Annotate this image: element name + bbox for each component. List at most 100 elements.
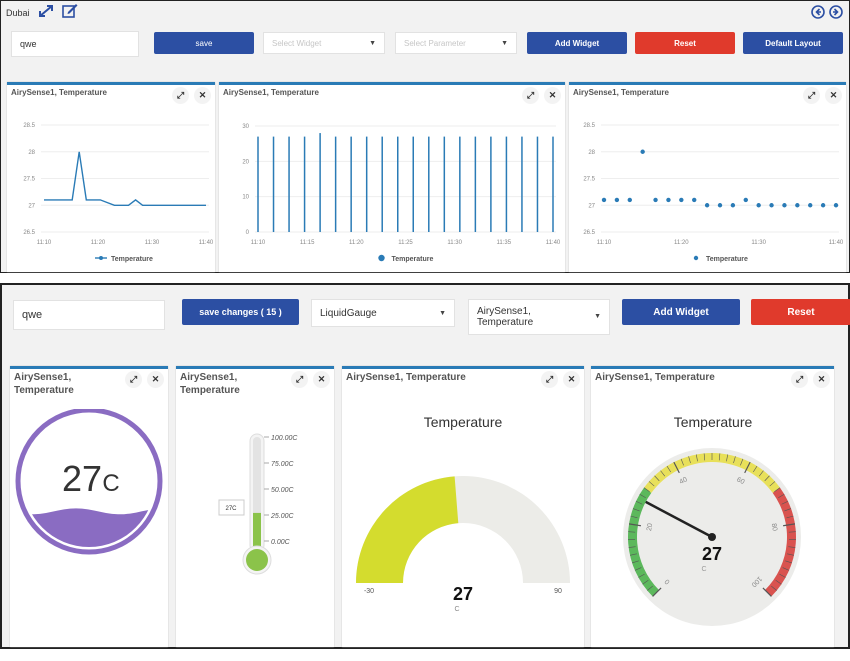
close-icon[interactable]: ✕ (563, 371, 580, 388)
y-tick-label: 28.5 (23, 123, 35, 129)
liquid-gauge-value: 27 (62, 458, 102, 499)
data-point (717, 203, 723, 208)
speedometer-tick (779, 573, 786, 578)
resize-icon[interactable]: ⤢ (172, 87, 189, 104)
parameter-select-value: AirySense1, Temperature (477, 305, 534, 329)
speedometer-tick (778, 493, 785, 499)
speedometer-tick (628, 523, 641, 527)
resize-icon[interactable]: ⤢ (291, 371, 308, 388)
data-point (820, 203, 826, 208)
caret-down-icon: ▼ (439, 309, 446, 317)
default-layout-button[interactable]: Default Layout (743, 32, 843, 54)
widget-title: AirySense1, Temperature (595, 372, 715, 383)
scatter-chart: 28.5 28 27.5 27 26.511:10 11:20 11:30 11:40 Temp… (583, 123, 844, 263)
close-icon[interactable]: ✕ (194, 87, 211, 104)
data-point (601, 197, 607, 203)
speedometer-tick (744, 461, 751, 474)
speedometer-tick (639, 493, 646, 499)
data-point (756, 203, 761, 208)
speedometer-value: 27 (702, 544, 722, 564)
resize-icon[interactable]: ⤢ (541, 371, 558, 388)
resize-icon[interactable]: ⤢ (803, 87, 820, 104)
speedometer-tick (635, 500, 643, 505)
thermometer-widget: AirySense1, Temperature ⤢ ✕ 100.00C 75.0… (176, 366, 334, 647)
speedometer-tick (642, 580, 649, 585)
thermometer-tick-label: 100.00C (271, 435, 298, 442)
x-tick-label: 11:10 (597, 240, 612, 246)
close-icon[interactable]: ✕ (813, 371, 830, 388)
resize-icon[interactable]: ⤢ (522, 87, 539, 104)
x-tick-label: 11:30 (447, 240, 462, 246)
parameter-select[interactable]: Select Parameter ▼ (395, 32, 517, 54)
data-point (808, 203, 813, 208)
dashboard-name-input[interactable]: qwe (11, 31, 139, 57)
y-tick-label: 30 (242, 124, 249, 130)
legend-marker-dot (99, 256, 103, 260)
speedometer-tick (786, 515, 794, 519)
y-tick-label: 28 (28, 150, 35, 156)
edit-icon[interactable] (61, 3, 78, 23)
close-icon[interactable]: ✕ (147, 371, 164, 388)
close-icon[interactable]: ✕ (313, 371, 330, 388)
y-tick-label: 28 (588, 150, 595, 156)
speedometer-band-green (628, 487, 659, 597)
close-icon[interactable]: ✕ (544, 87, 561, 104)
resize-icon[interactable]: ⤢ (791, 371, 808, 388)
liquid-gauge-unit: C (102, 470, 119, 497)
widget-controls: ⤢ ✕ (125, 371, 164, 388)
y-tick-label: 0 (246, 230, 250, 236)
speedometer-tick (762, 587, 772, 597)
y-tick-label: 27.5 (583, 177, 595, 183)
speedometer-tick (688, 456, 691, 464)
speedometer-tick (703, 453, 706, 461)
dashboard-top-panel: Dubai qwe save Select Widget ▼ Select Pa… (0, 0, 850, 273)
speedometer-needle (645, 500, 713, 539)
x-tick-label: 11:40 (199, 240, 214, 246)
close-icon[interactable]: ✕ (825, 87, 842, 104)
legend-marker (693, 255, 699, 261)
widget-controls: ⤢ ✕ (291, 371, 330, 388)
x-tick-label: 11:30 (145, 240, 160, 246)
widget-select[interactable]: Select Widget ▼ (263, 32, 385, 54)
data-point (692, 197, 697, 203)
legend-label: Temperature (392, 256, 434, 263)
reset-button[interactable]: Reset (751, 299, 850, 325)
data-point (795, 203, 800, 208)
widget-title: AirySense1, Temperature (180, 372, 240, 396)
data-point (679, 197, 684, 203)
widget-title: AirySense1, Temperature (11, 88, 107, 97)
add-widget-button[interactable]: Add Widget (622, 299, 740, 325)
save-changes-button[interactable]: save changes ( 15 ) (182, 299, 299, 325)
speedometer-tick (718, 453, 721, 461)
widget-select-placeholder: Select Widget (272, 38, 322, 48)
speedometer-tick (660, 470, 666, 477)
half-gauge-widget: AirySense1, Temperature ⤢ ✕ Temperature … (342, 366, 584, 647)
parameter-select[interactable]: AirySense1, Temperature ▼ (468, 299, 610, 335)
add-widget-button[interactable]: Add Widget (527, 32, 627, 54)
speedometer-band-red (765, 487, 796, 597)
save-button[interactable]: save (154, 32, 254, 54)
speedometer-tick-label: 20 (646, 523, 654, 532)
resize-icon[interactable]: ⤢ (125, 371, 142, 388)
speedometer-tick (788, 546, 796, 548)
speedometer-tick (654, 475, 660, 482)
expand-icon[interactable] (38, 4, 54, 23)
widget-controls: ⤢ ✕ (803, 87, 842, 104)
gauge-max-label: 90 (554, 588, 562, 595)
data-point (782, 203, 787, 208)
speedometer-tick (652, 587, 662, 597)
widget-title: AirySense1, Temperature (14, 372, 74, 396)
widget-select[interactable]: LiquidGauge ▼ (311, 299, 455, 327)
speedometer-tick (771, 585, 777, 591)
next-arrow-icon[interactable] (829, 5, 843, 24)
previous-arrow-icon[interactable] (811, 5, 825, 24)
reset-button[interactable]: Reset (635, 32, 735, 54)
speedometer-tick-label: 40 (678, 476, 688, 486)
dashboard-name-input[interactable]: qwe (13, 300, 165, 330)
y-tick-label: 28.5 (583, 123, 595, 129)
caret-down-icon: ▼ (369, 39, 376, 47)
scatter-chart-widget: AirySense1, Temperature ⤢ ✕ 28.5 28 27.5 27… (569, 82, 846, 272)
dashboard-bottom-panel: qwe save changes ( 15 ) LiquidGauge ▼ Ai… (0, 283, 850, 649)
gauge-value-arc (356, 476, 459, 583)
